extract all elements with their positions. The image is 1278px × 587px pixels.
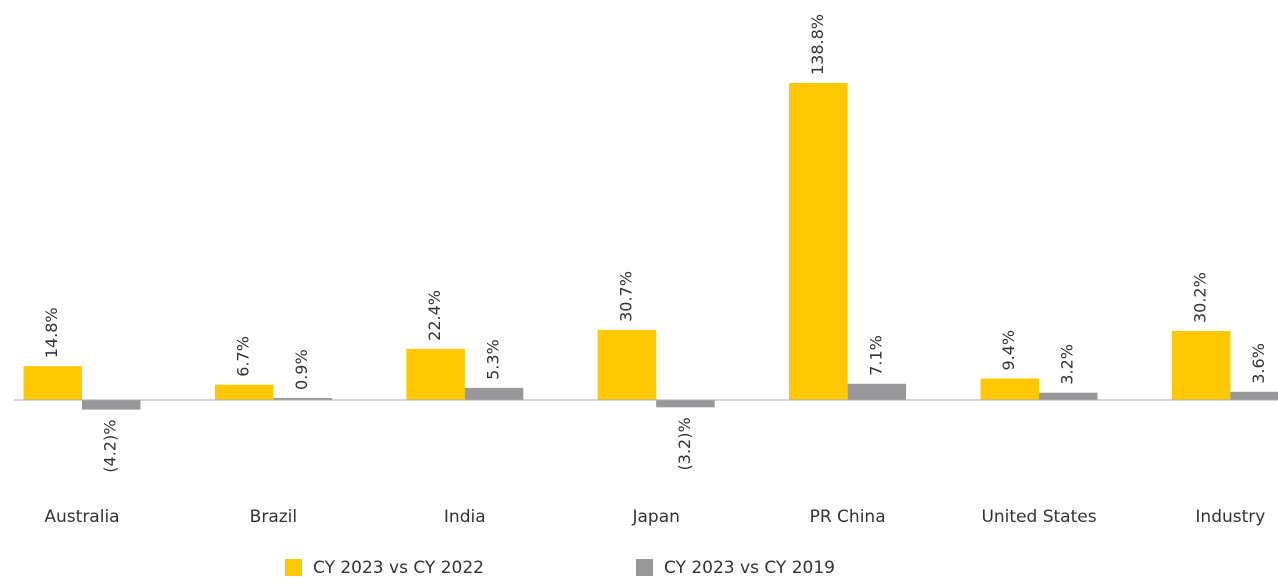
bar bbox=[1171, 331, 1231, 400]
value-label: 3.6% bbox=[1249, 343, 1268, 384]
value-label: 7.1% bbox=[866, 335, 885, 376]
bar bbox=[406, 348, 465, 400]
value-label: (3.2)% bbox=[675, 417, 694, 470]
x-tick-label: Brazil bbox=[250, 507, 297, 527]
value-label: 30.7% bbox=[616, 271, 635, 322]
legend-swatch bbox=[636, 559, 653, 576]
value-label: 138.8% bbox=[808, 14, 827, 75]
bar bbox=[1230, 391, 1278, 400]
x-tick-label: United States bbox=[981, 507, 1096, 527]
bar bbox=[847, 383, 907, 400]
bar bbox=[980, 378, 1039, 400]
bar bbox=[214, 384, 274, 400]
bar bbox=[789, 83, 848, 400]
x-tick-label: Industry bbox=[1195, 507, 1265, 527]
bar bbox=[464, 387, 524, 400]
x-tick-label: India bbox=[444, 507, 486, 527]
value-label: 30.2% bbox=[1191, 272, 1210, 323]
legend-label: CY 2023 vs CY 2022 bbox=[313, 558, 484, 578]
legend-label: CY 2023 vs CY 2019 bbox=[664, 558, 835, 578]
bar bbox=[82, 400, 141, 410]
value-label: (4.2)% bbox=[101, 420, 120, 473]
bar bbox=[597, 329, 657, 400]
value-label: 5.3% bbox=[484, 339, 503, 380]
bar bbox=[656, 400, 715, 408]
value-label: 9.4% bbox=[999, 330, 1018, 371]
value-label: 14.8% bbox=[42, 307, 61, 358]
value-label: 22.4% bbox=[425, 290, 444, 341]
bar bbox=[23, 366, 82, 400]
value-label: 3.2% bbox=[1058, 344, 1077, 385]
value-label: 6.7% bbox=[234, 336, 253, 377]
bar bbox=[1039, 392, 1098, 400]
x-tick-label: Australia bbox=[44, 507, 119, 527]
value-label: 0.9% bbox=[292, 349, 311, 390]
bar bbox=[273, 397, 332, 400]
legend-swatch bbox=[285, 559, 302, 576]
x-tick-label: Japan bbox=[631, 507, 679, 527]
x-tick-label: PR China bbox=[810, 507, 886, 527]
